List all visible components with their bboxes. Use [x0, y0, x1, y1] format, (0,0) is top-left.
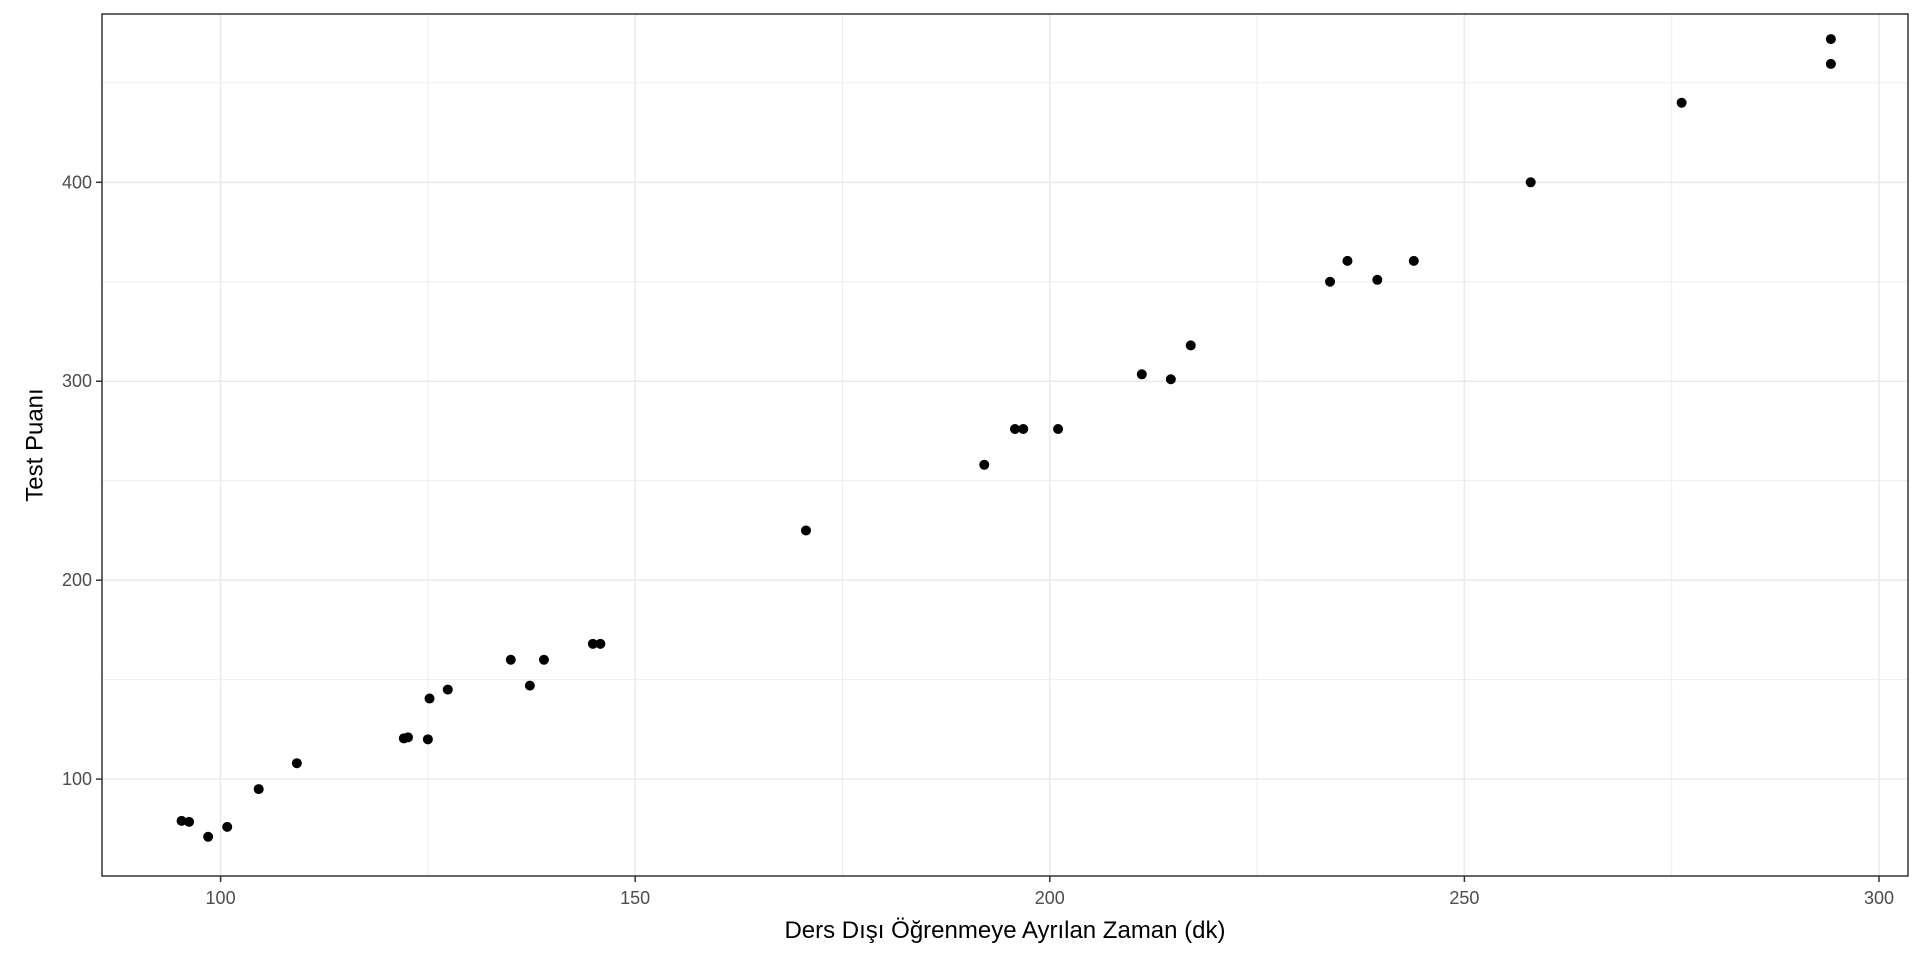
- data-point: [1185, 340, 1196, 351]
- x-tick-label: 250: [1449, 888, 1479, 908]
- x-axis-title: Ders Dışı Öğrenmeye Ayrılan Zaman (dk): [784, 917, 1225, 944]
- data-point: [222, 821, 233, 832]
- x-tick-label: 200: [1035, 888, 1065, 908]
- data-point: [424, 693, 435, 704]
- data-point: [1009, 423, 1020, 434]
- data-point: [1136, 369, 1147, 380]
- y-tick-label: 100: [62, 769, 92, 789]
- y-tick-label: 200: [62, 570, 92, 590]
- x-tick-label: 150: [620, 888, 650, 908]
- panel-border: [101, 13, 1909, 877]
- y-tick-label: 400: [62, 172, 92, 192]
- data-point: [184, 816, 195, 827]
- data-point: [253, 784, 264, 795]
- data-point: [203, 831, 214, 842]
- data-point: [587, 638, 598, 649]
- data-point: [524, 680, 535, 691]
- data-point: [1408, 255, 1419, 266]
- data-point: [1165, 374, 1176, 385]
- y-axis: 100 200 300 400: [62, 172, 102, 789]
- x-axis: 100 150 200 250 300: [206, 876, 1894, 908]
- x-tick-label: 100: [206, 888, 236, 908]
- x-tick-label: 300: [1864, 888, 1894, 908]
- data-point: [538, 654, 549, 665]
- data-point: [505, 654, 516, 665]
- data-point: [979, 459, 990, 470]
- y-axis-title: Test Puanı: [21, 388, 48, 501]
- data-point: [422, 734, 433, 745]
- data-point: [1325, 276, 1336, 287]
- y-tick-label: 300: [62, 371, 92, 391]
- data-point: [1825, 34, 1836, 45]
- data-point: [1825, 58, 1836, 69]
- data-points: [176, 34, 1836, 842]
- data-point: [800, 525, 811, 536]
- data-point: [1676, 97, 1687, 108]
- data-point: [1018, 423, 1029, 434]
- data-point: [595, 638, 606, 649]
- data-point: [1342, 255, 1353, 266]
- data-point: [291, 758, 302, 769]
- data-point: [176, 815, 187, 826]
- major-gridlines: [102, 14, 1908, 876]
- data-point: [402, 732, 413, 743]
- data-point: [1372, 274, 1383, 285]
- data-point: [1525, 177, 1536, 188]
- data-point: [1053, 423, 1064, 434]
- data-point: [442, 684, 453, 695]
- minor-gridlines: [102, 14, 1908, 876]
